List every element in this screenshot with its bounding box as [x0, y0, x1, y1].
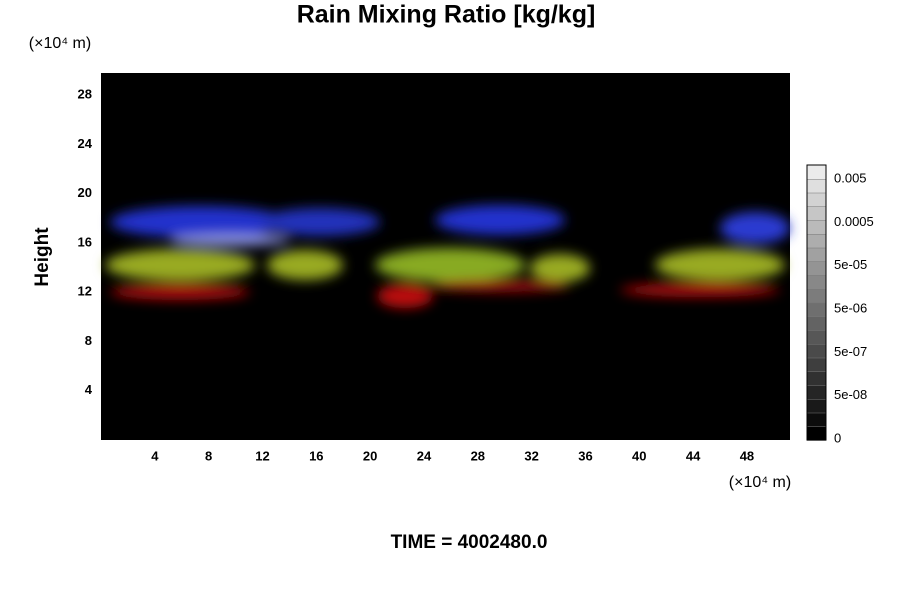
cloud — [170, 234, 290, 246]
colorbar-label: 0.0005 — [834, 214, 874, 229]
colorbar-swatch — [806, 274, 827, 290]
x-unit: (×10⁴ m) — [729, 474, 791, 491]
x-tick-label: 32 — [524, 448, 538, 463]
x-tick-label: 8 — [205, 448, 212, 463]
colorbar-swatch — [806, 164, 827, 180]
cloud — [110, 284, 250, 300]
x-tick-label: 20 — [363, 448, 377, 463]
x-tick-label: 24 — [417, 448, 432, 463]
x-tick-label: 40 — [632, 448, 646, 463]
x-tick-label: 16 — [309, 448, 323, 463]
colorbar-label: 5e-07 — [834, 344, 867, 359]
y-tick-label: 16 — [78, 234, 92, 249]
cloud — [267, 250, 343, 280]
y-tick-label: 28 — [78, 87, 92, 102]
y-unit: (×10⁴ m) — [29, 35, 91, 52]
x-tick-label: 44 — [686, 448, 701, 463]
y-tick-label: 20 — [78, 185, 92, 200]
y-tick-label: 24 — [78, 136, 93, 151]
colorbar-label: 0.005 — [834, 171, 867, 186]
cloud — [260, 208, 380, 236]
cloud — [110, 206, 290, 238]
colorbar-label: 5e-05 — [834, 257, 867, 272]
colorbar-swatch — [806, 247, 827, 262]
colorbar-swatch — [806, 206, 827, 221]
colorbar-swatch — [806, 192, 827, 207]
cloud — [430, 280, 570, 292]
cloud — [435, 205, 565, 235]
y-axis-title: Height — [32, 227, 53, 287]
time-label: TIME = 4002480.0 — [391, 532, 548, 553]
x-tick-label: 28 — [471, 448, 485, 463]
cloud — [620, 283, 780, 297]
colorbar-swatch — [806, 316, 827, 331]
colorbar-frame — [806, 164, 827, 441]
colorbar-swatch — [806, 384, 827, 400]
rendering — [105, 205, 790, 308]
colorbar-swatch — [806, 261, 827, 276]
x-tick-label: 36 — [578, 448, 592, 463]
colorbar-swatch — [806, 302, 827, 317]
cloud — [655, 249, 785, 281]
colorbar-swatch — [806, 371, 827, 386]
x-tick-label: 12 — [255, 448, 269, 463]
colorbar-swatch — [806, 412, 827, 427]
colorbar — [806, 164, 827, 441]
colorbar-label: 5e-06 — [834, 301, 867, 316]
cloud — [377, 284, 433, 308]
colorbar-swatch — [806, 288, 827, 304]
cloud — [530, 254, 590, 282]
colorbar-swatch — [806, 329, 827, 345]
chart-title: Rain Mixing Ratio [kg/kg] — [297, 1, 596, 29]
colorbar-swatch — [806, 233, 827, 249]
colorbar-label: 0 — [834, 430, 841, 445]
colorbar-swatch — [806, 398, 827, 414]
cloud — [375, 248, 525, 282]
colorbar-swatch — [806, 426, 827, 441]
cloud — [720, 212, 790, 244]
colorbar-swatch — [806, 178, 827, 194]
y-tick-label: 4 — [85, 382, 93, 397]
y-tick-label: 12 — [78, 284, 92, 299]
colorbar-label: 5e-08 — [834, 387, 867, 402]
colorbar-swatch — [806, 357, 827, 372]
cloud — [105, 249, 255, 281]
colorbar-swatch — [806, 219, 827, 235]
x-tick-label: 4 — [151, 448, 159, 463]
y-tick-label: 8 — [85, 333, 92, 348]
colorbar-swatch — [806, 343, 827, 359]
x-tick-label: 48 — [740, 448, 754, 463]
